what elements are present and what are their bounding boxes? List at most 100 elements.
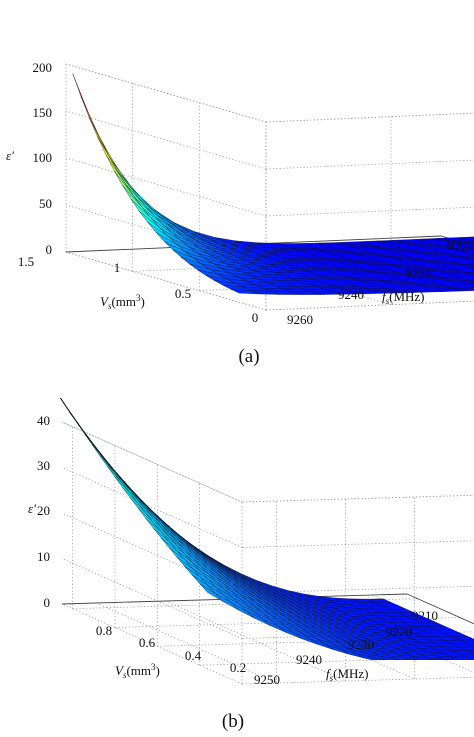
chart-b-x-axis-line bbox=[406, 593, 474, 625]
chart-b-surface-cell bbox=[411, 656, 432, 660]
chart-a-gridline bbox=[65, 157, 267, 217]
chart-b-y-tick: 0.2 bbox=[230, 660, 246, 675]
chart-a-z-tick: 0 bbox=[46, 242, 53, 257]
chart-b-surface-cell bbox=[138, 503, 163, 529]
chart-b-y-label: Vs(mm3) bbox=[115, 662, 160, 680]
chart-b-surface-cell bbox=[435, 655, 459, 660]
chart-b-surface-cell bbox=[107, 466, 131, 495]
chart-b-x-tick: 9250 bbox=[254, 672, 280, 687]
chart-b-surface-cell bbox=[459, 646, 474, 651]
chart-a-surface-cell bbox=[92, 124, 122, 175]
chart-b-surface-cell bbox=[466, 657, 474, 660]
chart-b-surface-cell bbox=[114, 477, 139, 505]
chart-b-surface-cell bbox=[459, 660, 474, 664]
chart-b-z-tick: 40 bbox=[37, 413, 50, 428]
chart-b-surface bbox=[59, 398, 474, 674]
chart-b-gridline bbox=[303, 596, 474, 674]
chart-b-surface-cell bbox=[451, 663, 474, 667]
chart-b-gridline bbox=[61, 467, 243, 548]
chart-b-x-ticks: 9210 9220 9230 9240 9250 bbox=[254, 608, 438, 687]
chart-b-surface-cell bbox=[427, 657, 445, 660]
chart-a-x-tick: 9200 bbox=[447, 238, 473, 253]
chart-a-caption: (a) bbox=[238, 346, 259, 367]
chart-a-surface bbox=[72, 73, 474, 295]
chart-b-surface-cell bbox=[115, 474, 139, 502]
chart-b-surface-cell bbox=[122, 487, 147, 514]
chart-b-surface-cell bbox=[412, 662, 435, 668]
chart-a-surface-cell bbox=[291, 291, 321, 295]
chart-b-y-tick: 0.8 bbox=[96, 623, 112, 638]
chart-b-x-tick: 9230 bbox=[348, 637, 374, 652]
chart-b-surface-cell bbox=[451, 643, 474, 648]
chart-a-gridline bbox=[265, 159, 474, 170]
chart-b-gridline bbox=[241, 494, 474, 503]
chart-a-x-ticks: 9200 9220 9240 9260 bbox=[287, 238, 473, 327]
chart-b-z-tick: 10 bbox=[37, 549, 50, 564]
chart-b-x-label: fs(MHz) bbox=[326, 666, 369, 683]
chart-b-surface-cell bbox=[427, 664, 450, 669]
chart-b: 40 30 20 10 0 ε′ 0.8 0.6 0.4 0.2 Vs(mm3)… bbox=[28, 398, 474, 732]
chart-a-gridline bbox=[265, 300, 474, 311]
chart-a-x-tick: 9260 bbox=[287, 312, 313, 327]
chart-a-gridline bbox=[65, 251, 267, 311]
chart-b-surface-cell bbox=[395, 659, 401, 660]
chart-b-surface-cell bbox=[396, 653, 420, 660]
chart-b-x-tick: 9220 bbox=[386, 624, 412, 639]
chart-b-surface-cell bbox=[419, 666, 442, 672]
chart-b-gridline bbox=[165, 600, 346, 682]
chart-b-surface-cell bbox=[459, 653, 474, 658]
chart-b-surface-cell bbox=[122, 484, 147, 511]
chart-a-y-tick: 0 bbox=[252, 310, 259, 325]
chart-a-z-tick: 200 bbox=[33, 60, 53, 75]
chart-b-surface-cell bbox=[419, 659, 421, 660]
chart-a-x-label: fs(MHz) bbox=[382, 289, 425, 306]
chart-a-box-edge bbox=[265, 112, 474, 123]
chart-b-box-edge bbox=[61, 421, 243, 503]
chart-a-gridline bbox=[265, 112, 474, 123]
chart-b-surface-cell bbox=[443, 659, 457, 660]
chart-b-surface-cell bbox=[130, 494, 155, 520]
chart-b-surface-cell bbox=[435, 662, 458, 667]
chart-b-surface-cell bbox=[467, 650, 474, 654]
chart-b-caption: (b) bbox=[222, 711, 244, 732]
chart-b-gridline bbox=[96, 602, 277, 684]
chart-b-y-tick: 0.6 bbox=[139, 635, 156, 650]
chart-b-surface-cell bbox=[467, 664, 474, 668]
chart-b-surface-cell bbox=[451, 669, 474, 674]
chart-b-y-ticks: 0.8 0.6 0.4 0.2 bbox=[96, 623, 246, 675]
chart-b-surface-cell bbox=[60, 398, 62, 400]
chart-b-y-tick: 0.4 bbox=[185, 648, 202, 663]
chart-b-surface-cell bbox=[466, 670, 474, 674]
chart-b-z-tick: 30 bbox=[37, 458, 50, 473]
chart-b-surface-cell bbox=[459, 667, 474, 671]
chart-b-z-tick: 20 bbox=[37, 503, 50, 518]
chart-b-gridline bbox=[61, 421, 243, 503]
chart-a-z-tick: 50 bbox=[39, 196, 52, 211]
chart-b-grid bbox=[61, 421, 474, 685]
chart-b-z-label: ε′ bbox=[28, 501, 36, 516]
chart-a-z-label: ε′ bbox=[6, 148, 14, 163]
chart-b-gridline bbox=[61, 512, 243, 594]
chart-b-surface-cell bbox=[435, 668, 458, 673]
chart-a-box-edge bbox=[65, 63, 267, 123]
chart-b-surface-cell bbox=[372, 657, 386, 660]
chart-b-surface-cell bbox=[364, 652, 388, 660]
chart-a-x-tick: 9240 bbox=[338, 287, 364, 302]
chart-b-surface-cell bbox=[356, 653, 378, 660]
chart-b-surface-cell bbox=[388, 655, 409, 660]
chart-a-z-ticks: 200 150 100 50 0 bbox=[33, 60, 53, 257]
chart-b-surface-cell bbox=[388, 661, 411, 668]
chart-b-surface-cell bbox=[403, 657, 420, 660]
chart-a-y-ticks: 1.5 1 0.5 0 bbox=[18, 254, 258, 325]
chart-b-z-tick: 0 bbox=[44, 595, 51, 610]
chart-a-y-tick: 1.5 bbox=[18, 254, 34, 269]
chart-b-x-tick: 9240 bbox=[296, 652, 322, 667]
chart-a-surface-cell bbox=[122, 185, 152, 219]
chart-a: 200 150 100 50 0 ε′ 1.5 1 0.5 0 Vs(mm3) … bbox=[6, 60, 474, 367]
chart-a-y-tick: 0.5 bbox=[175, 286, 191, 301]
chart-b-x-tick: 9210 bbox=[412, 608, 438, 623]
chart-b-gridline bbox=[61, 603, 243, 685]
chart-b-box-edge bbox=[241, 494, 474, 503]
chart-a-z-tick: 150 bbox=[33, 105, 53, 120]
